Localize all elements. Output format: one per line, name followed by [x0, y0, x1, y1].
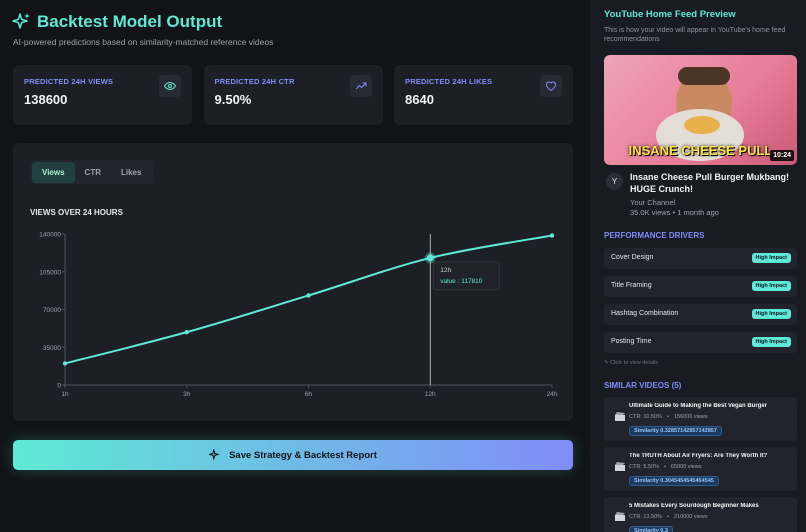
button-label: Save Strategy & Backtest Report	[229, 449, 377, 461]
metric-value: 9.50%	[214, 92, 252, 107]
video-icon	[614, 409, 626, 421]
similar-ctr: CTR: 13.50%	[629, 514, 663, 520]
metric-label: PREDICTED 24H CTR	[214, 77, 295, 86]
metric-icon	[349, 75, 372, 97]
y-tick-label: 70000	[43, 307, 61, 314]
point	[306, 293, 311, 298]
point	[62, 361, 68, 366]
similar-views: 65000 views	[670, 464, 702, 470]
preview-title: YouTube Home Feed Preview	[604, 9, 736, 20]
tab-group: Views CTR Likes	[30, 160, 154, 184]
similar-title: Ultimate Guide to Making the Best Vegan …	[629, 403, 768, 409]
impact-badge: High Impact	[751, 253, 791, 263]
chart: VIEWS OVER 24 HOURS 0 35000 70000 105000 1400…	[30, 208, 558, 398]
driver-name: Hashtag Combination	[611, 310, 679, 317]
metric-value: 8640	[405, 92, 434, 107]
thumbnail-art	[656, 67, 744, 161]
chart-title: VIEWS OVER 24 HOURS	[30, 208, 124, 217]
driver-row[interactable]: Title Framing High Impact	[604, 276, 797, 297]
driver-row[interactable]: Hashtag Combination High Impact	[604, 304, 797, 325]
video-meta: 35.0K views • 1 month ago	[630, 208, 719, 217]
similar-views: 210000 views	[673, 514, 708, 520]
metric-label: PREDICTED 24H VIEWS	[24, 77, 114, 86]
metric-icon	[540, 75, 562, 97]
page-title: Backtest Model Output	[37, 12, 223, 31]
avatar: Y	[606, 173, 623, 190]
drivers-list: Cover Design High Impact Title Framing High…	[604, 248, 797, 358]
similar-title: 5 Mistakes Every Sourdough Beginner Make…	[629, 503, 759, 509]
similar-views: 156000 views	[673, 414, 708, 420]
drivers-title: PERFORMANCE DRIVERS	[604, 231, 705, 240]
y-tick-label: 105000	[39, 269, 61, 276]
metric-value: 138600	[24, 92, 68, 107]
similar-list: Ultimate Guide to Making the Best Vegan …	[604, 397, 797, 532]
x-tick-label: 6h	[305, 391, 313, 398]
y-tick-label: 0	[57, 383, 61, 390]
similarity-pill: Similarity 0.32857142857142857	[629, 426, 722, 436]
preview-panel: YouTube Home Feed Preview This is how yo…	[590, 0, 806, 532]
similar-meta: CTR: 10.50% • 156000 views	[629, 414, 708, 420]
tooltip	[432, 261, 500, 291]
separator: •	[667, 414, 669, 420]
separator: •	[663, 464, 666, 470]
metric-label: PREDICTED 24H LIKES	[405, 77, 493, 86]
similarity-pill: Similarity 0.3	[629, 526, 673, 532]
driver-row[interactable]: Cover Design High Impact	[604, 248, 797, 269]
driver-name: Title Framing	[611, 282, 652, 289]
similar-item[interactable]: The TRUTH About Air Fryers: Are They Wor…	[604, 447, 797, 491]
video-title: Insane Cheese Pull Burger Mukbang! HUGE …	[630, 172, 790, 194]
tooltip-title: 12h	[440, 267, 451, 274]
similar-meta: CTR: 5.50% • 65000 views	[629, 464, 701, 470]
metric-card: PREDICTED 24H VIEWS 138600	[13, 65, 192, 125]
metric-icon	[159, 75, 181, 97]
sparkle-icon	[12, 13, 30, 29]
similar-title: SIMILAR VIDEOS (5)	[604, 381, 682, 390]
x-tick-label: 3h	[183, 391, 191, 398]
point	[424, 252, 436, 264]
y-tick-label: 35000	[43, 345, 61, 352]
driver-name: Cover Design	[611, 254, 654, 261]
similarity-pill: Similarity 0.3045454545454545	[629, 476, 719, 486]
tab[interactable]: CTR	[84, 167, 101, 177]
similar-item[interactable]: Ultimate Guide to Making the Best Vegan …	[604, 397, 797, 441]
thumbnail-text: INSANE CHEESE PULL	[628, 143, 773, 158]
impact-badge: High Impact	[751, 337, 791, 347]
video-icon	[614, 459, 626, 471]
page-subtitle: AI-powered predictions based on similari…	[13, 37, 274, 47]
impact-badge: High Impact	[751, 309, 791, 319]
similar-meta: CTR: 13.50% • 210000 views	[629, 514, 708, 520]
tab[interactable]: Views	[32, 161, 75, 183]
metric-card: PREDICTED 24H CTR 9.50%	[203, 65, 383, 125]
point	[184, 329, 189, 335]
separator: •	[667, 514, 669, 520]
duration: 10:24	[770, 150, 794, 161]
similar-title: The TRUTH About Air Fryers: Are They Wor…	[629, 453, 768, 459]
line	[64, 234, 553, 365]
x-tick-label: 24h	[547, 391, 558, 398]
y-tick-label: 140000	[39, 232, 61, 239]
preview-description: This is how your video will appear in Yo…	[604, 27, 786, 43]
driver-row[interactable]: Posting Time High Impact	[604, 332, 797, 353]
metric-card: PREDICTED 24H LIKES 8640	[394, 65, 573, 125]
video-icon	[614, 509, 626, 521]
impact-badge: High Impact	[751, 281, 791, 291]
driver-name: Posting Time	[611, 338, 652, 345]
point	[549, 233, 555, 238]
main-panel: Backtest Model Output AI-powered predict…	[12, 12, 573, 470]
drivers-hint: ✎ Click to view details	[604, 360, 659, 366]
tab[interactable]: Likes	[121, 167, 142, 177]
tooltip-value: value : 117810	[440, 278, 483, 285]
hint-text: Click to view details	[610, 360, 659, 366]
chart-card: Views CTR Likes VIEWS OVER 24 HOURS 0 35000 70…	[13, 143, 573, 421]
x-tick-label: 1h	[61, 391, 69, 398]
similar-item[interactable]: 5 Mistakes Every Sourdough Beginner Make…	[604, 497, 797, 532]
similar-ctr: CTR: 10.50%	[629, 414, 663, 420]
thumbnail: INSANE CHEESE PULL 10:24	[604, 55, 797, 165]
channel-name: Your Channel	[630, 198, 676, 207]
sparkle-icon	[209, 449, 220, 461]
x-tick-label: 12h	[425, 391, 436, 398]
save-button[interactable]: Save Strategy & Backtest Report	[13, 440, 573, 470]
similar-ctr: CTR: 5.50%	[629, 464, 659, 470]
